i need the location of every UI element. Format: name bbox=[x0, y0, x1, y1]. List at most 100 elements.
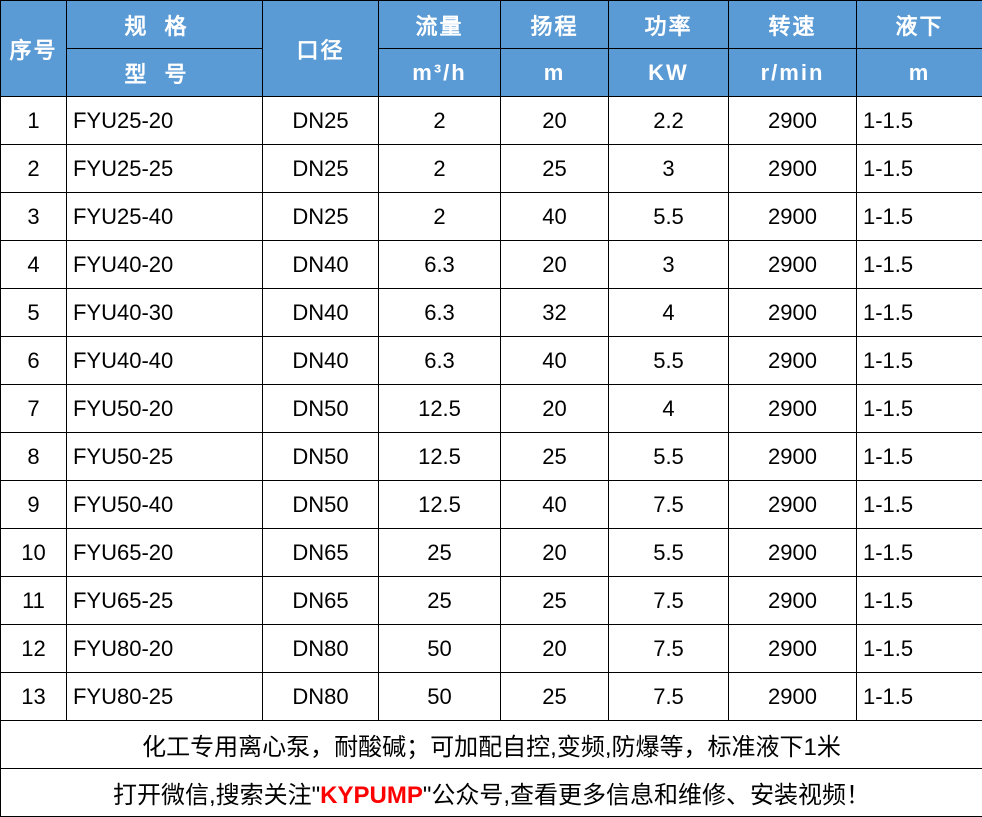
col-header-model: 型号 bbox=[67, 49, 263, 97]
table-row: 5FYU40-30DN406.332429001-1.5 bbox=[1, 289, 982, 337]
cell-model: FYU80-25 bbox=[67, 673, 263, 721]
footer-note-2-highlight: KYPUMP bbox=[320, 782, 423, 809]
cell-model: FYU65-25 bbox=[67, 577, 263, 625]
table-row: 10FYU65-20DN6525205.529001-1.5 bbox=[1, 529, 982, 577]
cell-model: FYU25-25 bbox=[67, 145, 263, 193]
cell-speed: 2900 bbox=[729, 625, 857, 673]
cell-flow: 2 bbox=[379, 145, 501, 193]
cell-speed: 2900 bbox=[729, 529, 857, 577]
cell-sub: 1-1.5 bbox=[857, 529, 982, 577]
cell-head: 25 bbox=[501, 673, 609, 721]
col-header-power-unit: KW bbox=[609, 49, 729, 97]
cell-speed: 2900 bbox=[729, 241, 857, 289]
cell-caliber: DN50 bbox=[263, 385, 379, 433]
cell-speed: 2900 bbox=[729, 385, 857, 433]
cell-model: FYU80-20 bbox=[67, 625, 263, 673]
col-header-head-unit: m bbox=[501, 49, 609, 97]
cell-power: 5.5 bbox=[609, 529, 729, 577]
cell-power: 5.5 bbox=[609, 337, 729, 385]
table-row: 7FYU50-20DN5012.520429001-1.5 bbox=[1, 385, 982, 433]
cell-model: FYU40-40 bbox=[67, 337, 263, 385]
cell-seq: 9 bbox=[1, 481, 67, 529]
col-header-speed: 转速 bbox=[729, 1, 857, 49]
spec-table-container: 序号 规格 口径 流量 扬程 功率 转速 液下 型号 m³/h m KW r/m… bbox=[0, 0, 982, 817]
cell-caliber: DN40 bbox=[263, 337, 379, 385]
table-row: 8FYU50-25DN5012.5255.529001-1.5 bbox=[1, 433, 982, 481]
cell-head: 25 bbox=[501, 145, 609, 193]
cell-model: FYU25-40 bbox=[67, 193, 263, 241]
cell-caliber: DN80 bbox=[263, 625, 379, 673]
cell-seq: 6 bbox=[1, 337, 67, 385]
cell-flow: 50 bbox=[379, 625, 501, 673]
cell-power: 7.5 bbox=[609, 673, 729, 721]
table-row: 11FYU65-25DN6525257.529001-1.5 bbox=[1, 577, 982, 625]
cell-power: 7.5 bbox=[609, 577, 729, 625]
cell-head: 32 bbox=[501, 289, 609, 337]
cell-power: 2.2 bbox=[609, 97, 729, 145]
cell-model: FYU40-30 bbox=[67, 289, 263, 337]
cell-head: 20 bbox=[501, 625, 609, 673]
table-footer: 化工专用离心泵，耐酸碱；可加配自控,变频,防爆等，标准液下1米 打开微信,搜索关… bbox=[1, 721, 982, 817]
cell-head: 20 bbox=[501, 385, 609, 433]
cell-flow: 2 bbox=[379, 193, 501, 241]
cell-seq: 11 bbox=[1, 577, 67, 625]
table-body: 1FYU25-20DN252202.229001-1.52FYU25-25DN2… bbox=[1, 97, 982, 721]
cell-speed: 2900 bbox=[729, 673, 857, 721]
cell-model: FYU50-40 bbox=[67, 481, 263, 529]
cell-seq: 13 bbox=[1, 673, 67, 721]
col-header-speed-unit: r/min bbox=[729, 49, 857, 97]
cell-power: 5.5 bbox=[609, 193, 729, 241]
col-header-seq: 序号 bbox=[1, 1, 67, 97]
col-header-flow-unit: m³/h bbox=[379, 49, 501, 97]
cell-seq: 8 bbox=[1, 433, 67, 481]
cell-flow: 25 bbox=[379, 529, 501, 577]
cell-sub: 1-1.5 bbox=[857, 97, 982, 145]
cell-model: FYU65-20 bbox=[67, 529, 263, 577]
cell-sub: 1-1.5 bbox=[857, 385, 982, 433]
cell-caliber: DN65 bbox=[263, 529, 379, 577]
cell-power: 3 bbox=[609, 145, 729, 193]
cell-caliber: DN25 bbox=[263, 97, 379, 145]
cell-power: 7.5 bbox=[609, 625, 729, 673]
col-header-power: 功率 bbox=[609, 1, 729, 49]
cell-sub: 1-1.5 bbox=[857, 193, 982, 241]
table-row: 2FYU25-25DN25225329001-1.5 bbox=[1, 145, 982, 193]
cell-caliber: DN50 bbox=[263, 433, 379, 481]
col-header-sub-unit: m bbox=[857, 49, 982, 97]
cell-head: 20 bbox=[501, 97, 609, 145]
cell-speed: 2900 bbox=[729, 193, 857, 241]
cell-head: 20 bbox=[501, 529, 609, 577]
cell-seq: 10 bbox=[1, 529, 67, 577]
cell-head: 40 bbox=[501, 193, 609, 241]
cell-power: 4 bbox=[609, 385, 729, 433]
cell-speed: 2900 bbox=[729, 577, 857, 625]
cell-caliber: DN40 bbox=[263, 289, 379, 337]
col-header-sub: 液下 bbox=[857, 1, 982, 49]
cell-sub: 1-1.5 bbox=[857, 481, 982, 529]
cell-head: 25 bbox=[501, 433, 609, 481]
cell-model: FYU50-20 bbox=[67, 385, 263, 433]
col-header-head: 扬程 bbox=[501, 1, 609, 49]
cell-speed: 2900 bbox=[729, 97, 857, 145]
cell-seq: 7 bbox=[1, 385, 67, 433]
table-row: 9FYU50-40DN5012.5407.529001-1.5 bbox=[1, 481, 982, 529]
cell-speed: 2900 bbox=[729, 433, 857, 481]
cell-sub: 1-1.5 bbox=[857, 577, 982, 625]
cell-sub: 1-1.5 bbox=[857, 337, 982, 385]
cell-seq: 1 bbox=[1, 97, 67, 145]
table-row: 1FYU25-20DN252202.229001-1.5 bbox=[1, 97, 982, 145]
cell-sub: 1-1.5 bbox=[857, 433, 982, 481]
table-header: 序号 规格 口径 流量 扬程 功率 转速 液下 型号 m³/h m KW r/m… bbox=[1, 1, 982, 97]
cell-model: FYU25-20 bbox=[67, 97, 263, 145]
cell-power: 5.5 bbox=[609, 433, 729, 481]
cell-seq: 5 bbox=[1, 289, 67, 337]
table-row: 3FYU25-40DN252405.529001-1.5 bbox=[1, 193, 982, 241]
cell-model: FYU50-25 bbox=[67, 433, 263, 481]
cell-head: 40 bbox=[501, 481, 609, 529]
col-header-spec: 规格 bbox=[67, 1, 263, 49]
cell-seq: 3 bbox=[1, 193, 67, 241]
cell-sub: 1-1.5 bbox=[857, 625, 982, 673]
cell-speed: 2900 bbox=[729, 289, 857, 337]
cell-seq: 12 bbox=[1, 625, 67, 673]
cell-head: 20 bbox=[501, 241, 609, 289]
